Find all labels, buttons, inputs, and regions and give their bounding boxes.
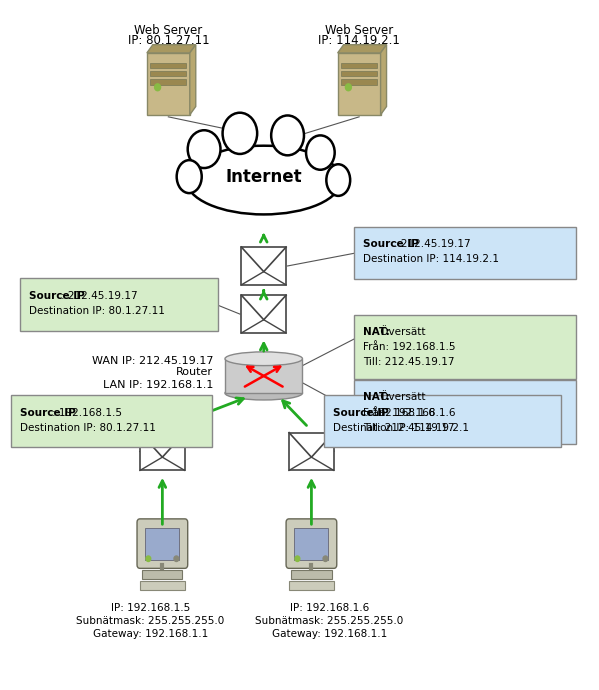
FancyBboxPatch shape — [11, 395, 213, 447]
Ellipse shape — [223, 112, 257, 154]
FancyBboxPatch shape — [354, 380, 576, 444]
FancyBboxPatch shape — [341, 79, 377, 85]
Text: Destination IP: 114.19.2.1: Destination IP: 114.19.2.1 — [334, 423, 470, 433]
Text: Till: 212.45.19.17: Till: 212.45.19.17 — [364, 357, 455, 367]
Text: Destination IP: 114.19.2.1: Destination IP: 114.19.2.1 — [364, 255, 500, 264]
FancyBboxPatch shape — [341, 71, 377, 77]
Circle shape — [323, 556, 328, 562]
Text: WAN IP: 212.45.19.17: WAN IP: 212.45.19.17 — [92, 356, 213, 366]
FancyBboxPatch shape — [338, 53, 380, 115]
FancyBboxPatch shape — [150, 71, 186, 77]
Text: Destination IP: 80.1.27.11: Destination IP: 80.1.27.11 — [20, 423, 156, 433]
Polygon shape — [241, 247, 286, 285]
FancyBboxPatch shape — [324, 395, 561, 447]
Polygon shape — [225, 359, 302, 393]
Text: Internet: Internet — [225, 168, 302, 186]
Ellipse shape — [306, 135, 335, 170]
FancyBboxPatch shape — [354, 315, 576, 379]
Text: Översätt: Översätt — [377, 327, 426, 337]
Ellipse shape — [225, 386, 302, 400]
Text: LAN IP: 192.168.1.1: LAN IP: 192.168.1.1 — [102, 380, 213, 390]
Text: Översätt: Översätt — [377, 393, 426, 402]
FancyBboxPatch shape — [20, 278, 219, 331]
Text: Web Server: Web Server — [134, 24, 202, 37]
Circle shape — [174, 556, 179, 562]
Text: Source IP: Source IP — [20, 408, 76, 417]
Text: NAT:: NAT: — [364, 393, 390, 402]
Ellipse shape — [225, 352, 302, 366]
Polygon shape — [147, 45, 196, 53]
Text: Från: 192.168.1.6: Från: 192.168.1.6 — [364, 408, 456, 417]
Circle shape — [146, 556, 151, 562]
FancyBboxPatch shape — [341, 63, 377, 68]
Text: Source IP: Source IP — [364, 239, 419, 249]
Circle shape — [155, 84, 161, 90]
Polygon shape — [190, 45, 196, 115]
Ellipse shape — [326, 164, 350, 196]
Text: : 192.168.1.6: : 192.168.1.6 — [365, 408, 435, 417]
FancyBboxPatch shape — [137, 519, 187, 569]
Text: Source IP: Source IP — [334, 408, 389, 417]
Polygon shape — [289, 433, 334, 471]
Text: Source IP: Source IP — [29, 290, 85, 301]
Text: NAT:: NAT: — [364, 327, 390, 337]
Polygon shape — [241, 295, 286, 333]
Text: : 212.45.19.17: : 212.45.19.17 — [60, 290, 137, 301]
Text: Från: 192.168.1.5: Från: 192.168.1.5 — [364, 342, 456, 353]
FancyBboxPatch shape — [150, 79, 186, 85]
Circle shape — [295, 556, 300, 562]
Text: Destination IP: 80.1.27.11: Destination IP: 80.1.27.11 — [29, 306, 165, 316]
Text: IP: 192.168.1.5
Subnätmask: 255.255.255.0
Gateway: 192.168.1.1: IP: 192.168.1.5 Subnätmask: 255.255.255.… — [76, 602, 225, 639]
Text: Till: 212.45.19.17: Till: 212.45.19.17 — [364, 423, 455, 433]
FancyBboxPatch shape — [146, 529, 179, 560]
FancyBboxPatch shape — [354, 227, 576, 279]
FancyBboxPatch shape — [286, 519, 337, 569]
Text: IP: 192.168.1.6
Subnätmask: 255.255.255.0
Gateway: 192.168.1.1: IP: 192.168.1.6 Subnätmask: 255.255.255.… — [255, 602, 404, 639]
Text: IP: 80.1.27.11: IP: 80.1.27.11 — [128, 34, 209, 48]
Ellipse shape — [177, 160, 202, 193]
Text: Web Server: Web Server — [325, 24, 394, 37]
Polygon shape — [338, 45, 386, 53]
FancyBboxPatch shape — [291, 571, 332, 580]
FancyBboxPatch shape — [289, 581, 334, 591]
Ellipse shape — [271, 115, 304, 155]
Polygon shape — [140, 433, 184, 471]
Text: : 192.168.1.5: : 192.168.1.5 — [52, 408, 122, 417]
FancyBboxPatch shape — [147, 53, 190, 115]
Text: Router: Router — [176, 368, 213, 377]
Ellipse shape — [187, 130, 220, 168]
Circle shape — [346, 84, 352, 90]
Ellipse shape — [186, 146, 341, 215]
Text: : 212.45.19.17: : 212.45.19.17 — [394, 239, 471, 249]
Text: IP: 114.19.2.1: IP: 114.19.2.1 — [318, 34, 400, 48]
FancyBboxPatch shape — [140, 581, 184, 591]
FancyBboxPatch shape — [295, 529, 328, 560]
FancyBboxPatch shape — [142, 571, 183, 580]
FancyBboxPatch shape — [150, 63, 186, 68]
Polygon shape — [380, 45, 386, 115]
